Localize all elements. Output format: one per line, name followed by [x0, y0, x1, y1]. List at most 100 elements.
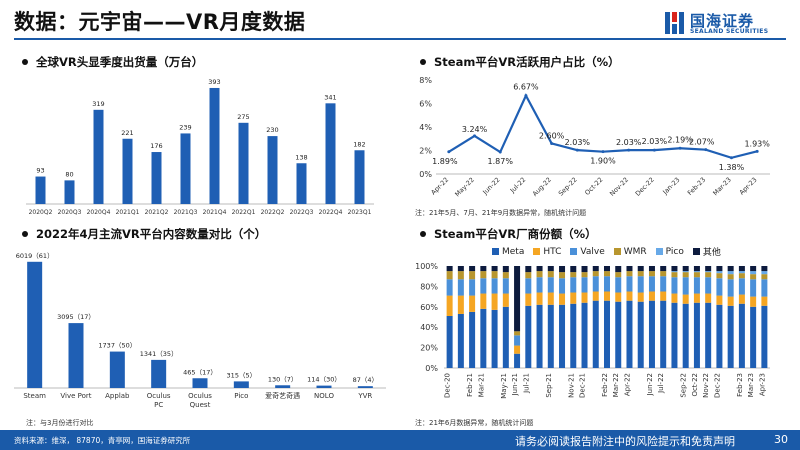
- panel4-note: 注：21年6月数据异常，随机统计问题: [415, 419, 534, 427]
- bar-segment: [761, 279, 768, 297]
- bar-segment: [547, 277, 554, 293]
- bar-segment: [738, 294, 745, 304]
- bar-segment: [738, 271, 745, 274]
- page-number: 30: [774, 433, 788, 446]
- x-tick-label: Feb-21: [466, 373, 474, 397]
- bar: [192, 378, 208, 388]
- bar-segment: [547, 271, 554, 278]
- bar-segment: [761, 271, 768, 275]
- bar-segment: [648, 300, 655, 368]
- bar-segment: [750, 306, 757, 368]
- tick-label: 2022Q1: [232, 209, 256, 216]
- x-tick-label: Jul-22: [657, 373, 665, 394]
- bar: [325, 103, 336, 204]
- bar-segment: [604, 266, 610, 272]
- bar: [27, 261, 43, 388]
- bar-segment: [469, 266, 476, 272]
- bar-segment: [727, 271, 734, 275]
- y-tick-label: 8%: [419, 76, 432, 85]
- x-tick-label: Mar-23: [747, 373, 755, 397]
- bar: [109, 351, 125, 388]
- bar-segment: [469, 295, 476, 312]
- tick-label: Oculus: [188, 392, 212, 400]
- bar-segment: [604, 276, 610, 292]
- logo-text: 国海证券: [690, 12, 755, 30]
- bar-segment: [727, 279, 734, 297]
- bar-segment: [502, 272, 509, 279]
- bar-segment: [660, 271, 667, 277]
- bar-segment: [705, 293, 712, 303]
- bar-segment: [457, 295, 464, 314]
- data-label: 138: [295, 153, 307, 161]
- bar-segment: [491, 271, 498, 279]
- bar-segment: [626, 276, 633, 292]
- bar-segment: [705, 271, 712, 273]
- bar-segment: [637, 301, 644, 368]
- bar-segment: [570, 303, 577, 368]
- data-label: 114（30）: [307, 376, 341, 384]
- legend-pico: Pico: [655, 245, 684, 258]
- bar: [68, 323, 84, 388]
- page-title: 数据：元宇宙——VR月度数据: [14, 10, 306, 34]
- bar-segment: [750, 296, 757, 307]
- logo-subtext: SEALAND SECURITIES: [690, 28, 769, 35]
- data-label: 2.03%: [565, 138, 591, 147]
- tick-label: Vive Port: [60, 392, 91, 400]
- data-label: 2.60%: [539, 131, 565, 140]
- bar-segment: [671, 266, 678, 272]
- bar-segment: [480, 308, 487, 368]
- steam-vr-active-line-chart: 0% 2% 4% 6% 8% 1.89% Apr-22 3.24% May-22 1.87% Jun…: [419, 76, 770, 198]
- y-tick-label: 40%: [420, 323, 438, 332]
- data-label: 3.24%: [462, 125, 488, 134]
- tick-label: Steam: [23, 392, 46, 400]
- bar-segment: [446, 266, 453, 272]
- x-tick-label: Mar-21: [477, 373, 485, 397]
- bar: [275, 385, 291, 388]
- x-tick-label: Nov-22: [608, 176, 630, 198]
- bar-segment: [469, 311, 476, 368]
- bar-segment: [648, 266, 655, 272]
- tick-label: 爱奇艺奇遇: [265, 391, 300, 400]
- bar-segment: [738, 266, 745, 272]
- data-label: 239: [179, 123, 191, 131]
- data-label: 230: [266, 126, 278, 134]
- x-tick-label: Sep-22: [680, 373, 688, 398]
- data-point: [473, 134, 477, 138]
- bar-segment: [615, 272, 622, 278]
- data-label: 1.93%: [744, 139, 770, 148]
- bar-segment: [682, 303, 689, 368]
- tick-label: 2022Q4: [319, 209, 343, 216]
- bar-segment: [604, 291, 610, 301]
- bar-segment: [615, 292, 622, 302]
- tick-label: Oculus: [147, 392, 171, 400]
- bar-segment: [514, 353, 521, 368]
- bullet-icon: [22, 230, 28, 237]
- bar: [180, 133, 191, 204]
- data-point: [550, 141, 554, 145]
- x-tick-label: Apr-22: [623, 373, 631, 396]
- bar-segment: [480, 271, 487, 279]
- y-tick-label: 6%: [419, 100, 432, 109]
- x-tick-label: Feb-23: [736, 373, 744, 397]
- bar-segment: [615, 266, 622, 273]
- bar-segment: [705, 272, 712, 278]
- bar-segment: [716, 271, 723, 274]
- bar-segment: [559, 266, 566, 273]
- bar-segment: [693, 293, 700, 303]
- legend-other: 其他: [692, 245, 721, 258]
- bar-segment: [525, 278, 532, 294]
- bar-segment: [660, 291, 667, 301]
- tick-label: 2021Q4: [203, 209, 227, 216]
- bar-segment: [693, 272, 700, 278]
- bar: [316, 385, 332, 388]
- tick-label: 2020Q2: [29, 209, 53, 216]
- bar: [64, 180, 75, 204]
- bar-segment: [536, 271, 543, 278]
- logo-mark-icon: [665, 12, 684, 34]
- tick-label: 2020Q3: [58, 209, 82, 216]
- tick-label: YVR: [357, 392, 372, 400]
- x-tick-label: Nov-21: [567, 373, 575, 398]
- bar-segment: [446, 315, 453, 368]
- bar-segment: [604, 300, 610, 368]
- x-tick-label: Dec-22: [713, 373, 721, 398]
